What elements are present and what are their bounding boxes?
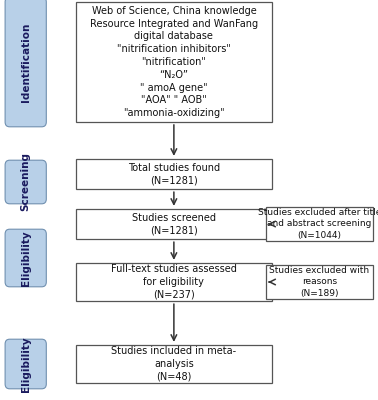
Text: Studies excluded with
reasons
(N=189): Studies excluded with reasons (N=189): [270, 266, 369, 298]
FancyBboxPatch shape: [76, 263, 272, 301]
Text: Studies screened
(N=1281): Studies screened (N=1281): [132, 213, 216, 235]
Text: Eligibility: Eligibility: [21, 336, 31, 392]
Text: Studies excluded after title
and abstract screening
(N=1044): Studies excluded after title and abstrac…: [258, 208, 378, 240]
FancyBboxPatch shape: [5, 229, 46, 287]
Text: Screening: Screening: [21, 152, 31, 212]
FancyBboxPatch shape: [5, 160, 46, 204]
FancyBboxPatch shape: [265, 265, 373, 299]
FancyBboxPatch shape: [76, 345, 272, 383]
Text: Eligibility: Eligibility: [21, 230, 31, 286]
FancyBboxPatch shape: [265, 207, 373, 241]
Text: Full-text studies assessed
for eligibility
(N=237): Full-text studies assessed for eligibili…: [111, 264, 237, 300]
Text: Identification: Identification: [21, 22, 31, 102]
FancyBboxPatch shape: [76, 2, 272, 122]
Text: Web of Science, China knowledge
Resource Integrated and WanFang
digital database: Web of Science, China knowledge Resource…: [90, 6, 258, 118]
Text: Total studies found
(N=1281): Total studies found (N=1281): [128, 163, 220, 186]
FancyBboxPatch shape: [76, 159, 272, 189]
FancyBboxPatch shape: [5, 339, 46, 389]
FancyBboxPatch shape: [76, 209, 272, 239]
FancyBboxPatch shape: [5, 0, 46, 127]
Text: Studies included in meta-
analysis
(N=48): Studies included in meta- analysis (N=48…: [111, 346, 237, 382]
